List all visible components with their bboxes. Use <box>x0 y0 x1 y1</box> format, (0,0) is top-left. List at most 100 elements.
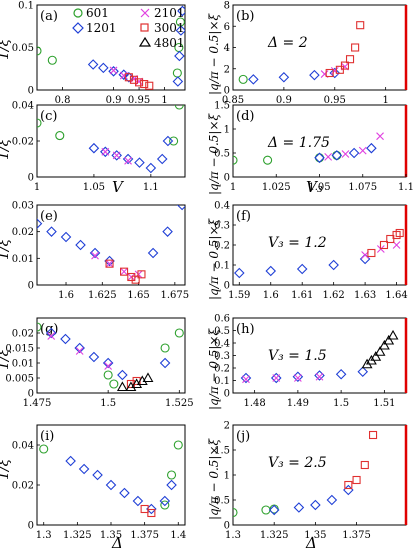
point-2101-1 <box>105 259 114 268</box>
point-3001-0 <box>105 259 114 268</box>
point-601-0 <box>233 155 238 165</box>
xtick-label-b: 0.85 <box>222 95 244 106</box>
annotation-d: Δ = 1.75 <box>267 135 330 151</box>
point-1201-1 <box>98 62 109 74</box>
panel-frame-b <box>232 4 407 91</box>
point-1201-6 <box>174 50 185 62</box>
xlabel-d: V₃ <box>306 178 323 196</box>
point-601-0 <box>233 507 238 518</box>
ytick-label-a: 0.1 <box>18 1 34 12</box>
point-1201-0 <box>268 504 280 516</box>
point-4801-4 <box>378 339 390 350</box>
ytick-label-i: 0.02 <box>12 481 34 492</box>
xtick-label-d: 1.05 <box>308 182 330 193</box>
ytick-label-g: 0.01 <box>12 359 34 370</box>
ytick-label-c: 0.02 <box>12 137 34 148</box>
panel-d: 1 1.025 1.05 1.075 1.1 0 0.5 1 1.5 (d) Δ = 1.75 <box>214 101 414 194</box>
points-c <box>37 105 184 174</box>
xtick-label-f: 1.61 <box>291 290 313 301</box>
point-1201-5 <box>104 255 115 267</box>
point-3001-4 <box>351 43 360 52</box>
xtick-label-c: 1.1 <box>143 182 159 193</box>
ylabel-i: 1/ξ <box>0 457 12 480</box>
ytick-label-b: 6 <box>224 22 230 33</box>
xtick-label-j: 1.35 <box>304 530 326 541</box>
ytick-label-h: 0.5 <box>214 326 230 337</box>
xtick-label-i: 1.375 <box>130 530 159 541</box>
point-1201-7 <box>159 495 171 507</box>
point-3001-4 <box>137 270 146 279</box>
annotation-j: V₃ = 2.5 <box>268 455 327 471</box>
point-2101-1 <box>112 151 121 160</box>
points-a <box>37 5 185 90</box>
xtick-label-j: 1.3 <box>225 530 241 541</box>
xtick-label-f: 1.59 <box>228 290 250 301</box>
xtick-label-i: 1.4 <box>170 530 186 541</box>
point-3001-3 <box>131 275 140 284</box>
point-1201-5 <box>172 76 184 87</box>
point-3001-0 <box>124 73 133 82</box>
point-2101-2 <box>293 374 302 382</box>
ytick-label-i: 0.04 <box>12 441 34 452</box>
xtick-label-h: 1.5 <box>333 398 349 409</box>
legend-label-4801: 4801 <box>154 36 185 50</box>
ytick-label-j: 1 <box>224 471 230 482</box>
point-1201-1 <box>78 463 90 475</box>
point-2101-0 <box>101 147 110 156</box>
ylabel-h: |q/π − 0.5|×ξ <box>207 327 221 410</box>
point-2101-1 <box>341 150 350 158</box>
panel-tag-j: (j) <box>236 429 250 444</box>
ylabel-d: |q/π − 0.5|×ξ <box>207 112 221 195</box>
panel-tag-c: (c) <box>40 109 57 124</box>
ytick-label-j: 0 <box>224 521 230 532</box>
ytick-label-h: 0.3 <box>214 351 230 362</box>
point-1201-3 <box>75 239 86 251</box>
point-1201-0 <box>87 59 99 70</box>
point-4801-6 <box>387 329 399 340</box>
point-3001-3 <box>140 80 149 89</box>
point-1201-6 <box>159 357 171 369</box>
point-1201-6 <box>147 247 159 259</box>
point-3001-3 <box>345 55 355 64</box>
panel-tag-a: (a) <box>40 9 58 24</box>
point-3001-3 <box>368 430 378 440</box>
point-601-2 <box>314 153 325 163</box>
point-601-3 <box>174 105 184 110</box>
point-1201-3 <box>88 351 100 363</box>
ytick-label-a: 0 <box>28 86 34 97</box>
ytick-label-d: 0 <box>224 173 230 184</box>
point-1201-1 <box>265 265 277 277</box>
legend-marker-4801 <box>138 36 152 47</box>
panel-tag-f: (f) <box>236 209 251 224</box>
point-1201-0 <box>37 218 43 229</box>
point-601-0 <box>37 46 42 56</box>
point-1201-6 <box>156 153 168 165</box>
point-1201-1 <box>293 502 305 513</box>
point-3001-0 <box>367 248 376 258</box>
panel-frame-e <box>36 204 186 286</box>
xtick-label-b: 0.9 <box>276 95 292 106</box>
point-601-2 <box>172 68 182 78</box>
ytick-label-f: 0.2 <box>214 241 230 252</box>
point-1201-2 <box>292 371 304 383</box>
xtick-label-e: 1.625 <box>88 290 117 301</box>
ytick-label-g: 0 <box>28 389 34 400</box>
point-2101-0 <box>324 152 333 161</box>
point-1201-1 <box>46 226 57 237</box>
point-601-0 <box>37 322 42 332</box>
ylabel-c: 1/ξ <box>0 137 12 160</box>
ytick-label-c: 0 <box>28 173 34 184</box>
legend-marker-601 <box>73 8 83 18</box>
point-2101-0 <box>47 332 56 340</box>
panel-frame-g <box>36 317 186 394</box>
point-3001-2 <box>340 61 349 70</box>
point-3001-0 <box>325 68 334 78</box>
point-1201-3 <box>314 370 325 381</box>
point-1201-3 <box>329 67 341 79</box>
point-2101-0 <box>242 375 250 384</box>
xtick-label-d: 1 <box>230 182 236 193</box>
ytick-label-j: 0.5 <box>214 496 230 507</box>
xlabel-c: V <box>112 178 125 196</box>
xtick-label-h: 1.48 <box>243 398 265 409</box>
point-1201-4 <box>89 247 101 259</box>
